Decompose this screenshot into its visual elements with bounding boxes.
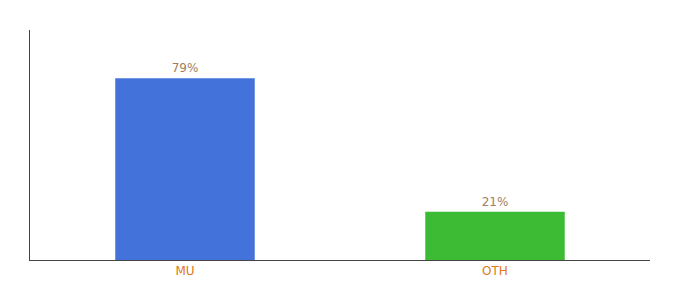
svg-text:OTH: OTH bbox=[482, 264, 508, 278]
svg-text:21%: 21% bbox=[482, 195, 509, 209]
svg-text:MU: MU bbox=[175, 264, 194, 278]
svg-text:79%: 79% bbox=[172, 61, 199, 75]
